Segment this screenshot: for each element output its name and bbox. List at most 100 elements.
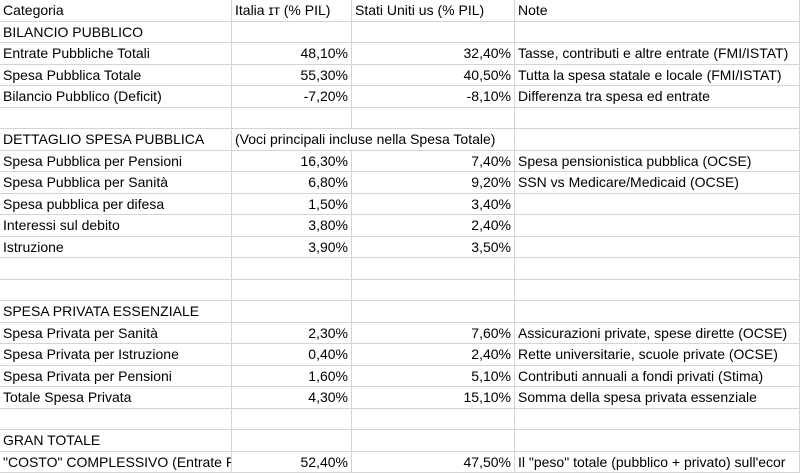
- cell: 48,10%: [232, 43, 352, 65]
- usa-cell: 47,50%: [463, 453, 511, 470]
- usa-cell: 15,10%: [463, 389, 511, 405]
- cell: [515, 193, 800, 215]
- cell: 4,30%: [232, 387, 352, 409]
- note-cell: Assicurazioni private, spese dirette (OC…: [518, 324, 788, 341]
- cell: 5,10%: [352, 365, 515, 387]
- cell: [352, 301, 515, 323]
- category-cell: Spesa Pubblica per Pensioni: [3, 152, 183, 169]
- cell: [0, 279, 232, 301]
- cell: DETTAGLIO SPESA PUBBLICA: [0, 129, 232, 151]
- usa-cell: Stati Uniti us (% PIL): [355, 2, 485, 18]
- cell: [515, 258, 800, 280]
- cell: 16,30%: [232, 150, 352, 172]
- cell: Spesa Pubblica per Sanità: [0, 172, 232, 194]
- category-cell: BILANCIO PUBBLICO: [0, 21, 147, 42]
- cell: Spesa Privata per Pensioni: [0, 365, 232, 387]
- cell: 47,50%: [352, 451, 515, 473]
- note-cell: Somma della spesa privata essenziale: [518, 389, 757, 405]
- cell: [515, 279, 800, 301]
- cell: 3,90%: [232, 236, 352, 258]
- cell: [232, 107, 352, 129]
- usa-cell: 7,60%: [471, 324, 511, 341]
- cell: Italia ɪᴛ (% PIL): [232, 0, 352, 22]
- note-cell: Rette universitarie, scuole private (OCS…: [518, 346, 778, 362]
- cell: 32,40%: [352, 43, 515, 65]
- usa-cell: 9,20%: [471, 174, 511, 190]
- cell: Bilancio Pubblico (Deficit): [0, 86, 232, 108]
- cell: Tasse, contributi e altre entrate (FMI/I…: [515, 43, 800, 65]
- cell: [0, 107, 232, 129]
- cell: (Voci principali incluse nella Spesa Tot…: [232, 129, 499, 151]
- cell: [352, 430, 515, 452]
- cell: [515, 301, 800, 323]
- cell: -8,10%: [352, 86, 515, 108]
- note-cell: SSN vs Medicare/Medicaid (OCSE): [518, 174, 739, 190]
- category-cell: Spesa Pubblica per Sanità: [3, 174, 168, 190]
- cell: [352, 129, 515, 151]
- cell: 7,60%: [352, 322, 515, 344]
- cell: Il "peso" totale (pubblico + privato) su…: [515, 451, 800, 473]
- cell: [352, 107, 515, 129]
- category-cell: GRAN TOTALE: [0, 430, 104, 451]
- italy-cell: 1,50%: [308, 195, 348, 212]
- cell: [0, 258, 232, 280]
- cell: Spesa Pubblica Totale: [0, 64, 232, 86]
- cell: Interessi sul debito: [0, 215, 232, 237]
- note-cell: Spesa pensionistica pubblica (OCSE): [518, 152, 752, 169]
- category-cell: DETTAGLIO SPESA PUBBLICA: [3, 131, 205, 147]
- cell: Differenza tra spesa ed entrate: [515, 86, 800, 108]
- cell: 15,10%: [352, 387, 515, 409]
- note-cell: Il "peso" totale (pubblico + privato) su…: [518, 453, 786, 470]
- italy-cell: 0,40%: [308, 346, 348, 362]
- cell: 2,40%: [352, 215, 515, 237]
- cell: Istruzione: [0, 236, 232, 258]
- cell: [515, 215, 800, 237]
- cell: Assicurazioni private, spese dirette (OC…: [515, 322, 800, 344]
- cell: GRAN TOTALE: [0, 430, 232, 452]
- cell: [352, 258, 515, 280]
- note-cell: Tasse, contributi e altre entrate (FMI/I…: [518, 45, 789, 61]
- cell: [515, 21, 800, 43]
- cell: Categoria: [0, 0, 232, 22]
- usa-cell: -8,10%: [466, 88, 511, 104]
- cell: 6,80%: [232, 172, 352, 194]
- usa-cell: 2,40%: [471, 217, 511, 233]
- italy-cell: 1,60%: [308, 367, 348, 384]
- cell: Contributi annuali a fondi privati (Stim…: [515, 365, 800, 387]
- cell: [515, 430, 800, 452]
- cell: Entrate Pubbliche Totali: [0, 43, 232, 65]
- italy-cell: -7,20%: [303, 88, 348, 104]
- italy-cell: 55,30%: [300, 66, 348, 83]
- cell: Totale Spesa Privata: [0, 387, 232, 409]
- italy-cell: Italia ɪᴛ (% PIL): [235, 2, 331, 18]
- italy-cell: 3,90%: [308, 238, 348, 255]
- cell: 7,40%: [352, 150, 515, 172]
- italy-cell: 48,10%: [300, 45, 348, 61]
- category-cell: SPESA PRIVATA ESSENZIALE: [0, 301, 203, 322]
- cell: "COSTO" COMPLESSIVO (Entrate P: [0, 451, 232, 473]
- category-cell: Spesa pubblica per difesa: [3, 195, 165, 212]
- usa-cell: 7,40%: [471, 152, 511, 169]
- cell: Rette universitarie, scuole private (OCS…: [515, 344, 800, 366]
- cell: [515, 107, 800, 129]
- category-cell: Istruzione: [3, 238, 64, 255]
- usa-cell: 3,50%: [471, 238, 511, 255]
- italy-cell: 52,40%: [300, 453, 348, 470]
- cell: [0, 408, 232, 430]
- cell: Tutta la spesa statale e locale (FMI/IST…: [515, 64, 800, 86]
- italy-cell: 2,30%: [308, 324, 348, 341]
- italy-cell: 16,30%: [300, 152, 348, 169]
- category-cell: Entrate Pubbliche Totali: [3, 45, 150, 61]
- italy-cell: 6,80%: [308, 174, 348, 190]
- cell: Spesa pubblica per difesa: [0, 193, 232, 215]
- cell: [515, 236, 800, 258]
- cell: [515, 408, 800, 430]
- category-cell: Totale Spesa Privata: [3, 389, 132, 405]
- cell: Spesa Privata per Sanità: [0, 322, 232, 344]
- note-cell: Differenza tra spesa ed entrate: [518, 88, 710, 104]
- italy-cell: 3,80%: [308, 217, 348, 233]
- cell: [232, 430, 352, 452]
- note-cell: Note: [518, 2, 548, 18]
- cell: [352, 408, 515, 430]
- cell: [232, 301, 352, 323]
